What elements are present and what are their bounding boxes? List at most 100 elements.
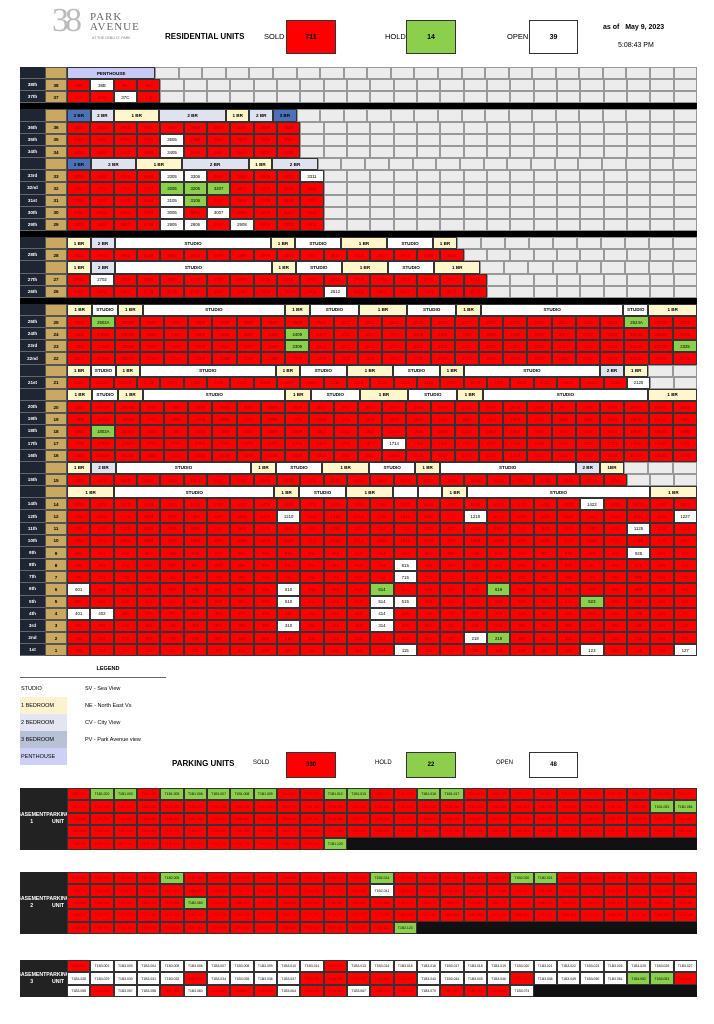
unit-cell[interactable]: 121 (533, 644, 557, 657)
unit-cell[interactable]: 808 (230, 559, 254, 572)
unit-cell[interactable]: 2607 (206, 285, 231, 298)
unit-cell[interactable]: 510 (276, 595, 301, 608)
parking-unit-cell[interactable]: T1B1.064 (276, 812, 301, 826)
unit-cell[interactable]: 38D (136, 79, 161, 92)
unit-cell[interactable]: 109 (253, 644, 277, 657)
unit-cell[interactable]: 606 (183, 583, 207, 596)
unit-cell[interactable]: 1204 (136, 510, 161, 523)
parking-unit-cell[interactable]: T1B1.048 (533, 800, 557, 813)
unit-cell[interactable]: 117 (440, 644, 464, 657)
unit-cell[interactable]: 319 (486, 619, 511, 633)
parking-unit-cell[interactable]: T1B2.034 (206, 884, 231, 897)
unit-cell[interactable]: 1808 (260, 425, 286, 438)
unit-cell[interactable]: 813 (346, 559, 371, 572)
parking-unit-cell[interactable]: T1B3.067 (346, 984, 371, 998)
parking-unit-cell[interactable]: T1B2.009 (253, 872, 277, 885)
unit-cell[interactable]: 1601 (67, 449, 92, 462)
unit-cell[interactable]: 912 (323, 546, 347, 560)
unit-cell[interactable]: 1924A (624, 413, 649, 426)
parking-unit-cell[interactable]: T1B2.100 (486, 909, 511, 922)
unit-cell[interactable]: 2202B (115, 352, 140, 365)
unit-cell[interactable]: 1821 (551, 425, 576, 438)
unit-cell[interactable]: 3306 (183, 170, 207, 183)
unit-cell[interactable]: 2503 (139, 315, 164, 329)
parking-unit-cell[interactable]: T1B2.056 (90, 896, 114, 910)
unit-cell[interactable]: 804 (136, 559, 161, 572)
unit-cell[interactable]: 3006 (183, 206, 207, 219)
unit-cell[interactable]: 1102 (90, 522, 114, 535)
parking-unit-cell[interactable]: T1B2.029 (90, 884, 114, 897)
unit-cell[interactable]: 2408 (260, 328, 286, 341)
parking-unit-cell[interactable]: T1B1.040 (346, 800, 371, 813)
unit-cell[interactable]: 3509 (253, 133, 277, 146)
parking-unit-cell[interactable]: T1B3.003 (113, 960, 137, 973)
unit-cell[interactable]: 721 (533, 571, 557, 584)
parking-unit-cell[interactable]: T1B3.050 (580, 972, 604, 985)
unit-cell[interactable]: 3010 (276, 206, 301, 219)
parking-unit-cell[interactable]: T1B1.025 (626, 788, 651, 801)
parking-unit-cell[interactable]: T1B1.070 (416, 812, 441, 826)
parking-unit-cell[interactable]: T1B1.096 (393, 825, 417, 838)
unit-cell[interactable]: 119 (486, 644, 511, 657)
unit-cell[interactable]: 1909 (285, 413, 310, 426)
parking-unit-cell[interactable]: T1B2.066 (323, 896, 347, 910)
unit-cell[interactable]: 217 (440, 632, 464, 645)
unit-cell[interactable]: 2116 (416, 376, 441, 389)
unit-cell[interactable]: 1703 (139, 437, 164, 450)
parking-unit-cell[interactable]: T1B1.023 (580, 788, 604, 801)
unit-cell[interactable]: 2508 (260, 315, 286, 329)
unit-cell[interactable]: 1413 (346, 498, 371, 511)
parking-unit-cell[interactable]: T1B2.005 (160, 872, 184, 885)
unit-cell[interactable]: 1516 (393, 474, 417, 487)
parking-unit-cell[interactable]: T1B2.123 (393, 921, 417, 934)
parking-unit-cell[interactable]: T1B2.027 (673, 872, 697, 885)
parking-unit-cell[interactable]: T1B2.089 (230, 909, 254, 922)
parking-unit-cell[interactable]: T1B1.039 (323, 800, 347, 813)
unit-cell[interactable]: 503 (113, 595, 137, 608)
unit-cell[interactable]: 915 (393, 546, 417, 560)
parking-unit-cell[interactable]: T1B2.112 (136, 921, 161, 934)
unit-cell[interactable]: 2314 (382, 340, 407, 353)
parking-unit-cell[interactable]: T1B3.036 (253, 972, 277, 985)
unit-cell[interactable]: 2518 (478, 315, 504, 329)
unit-cell[interactable]: 619 (486, 583, 511, 596)
parking-unit-cell[interactable]: T1B2.093 (323, 909, 347, 922)
unit-cell[interactable]: 512 (323, 595, 347, 608)
unit-cell[interactable]: 1103 (113, 522, 137, 535)
unit-cell[interactable]: 1226 (650, 510, 674, 523)
parking-unit-cell[interactable]: T1B2.035 (230, 884, 254, 897)
parking-unit-cell[interactable]: T1B1.053 (650, 800, 674, 813)
unit-cell[interactable]: 2502A (91, 315, 116, 329)
unit-cell[interactable]: 115 (393, 644, 417, 657)
parking-unit-cell[interactable]: T1B1.111 (113, 837, 137, 850)
unit-cell[interactable]: 1917 (454, 413, 479, 426)
unit-cell[interactable]: 1021 (533, 534, 557, 547)
unit-cell[interactable]: 2402B (115, 328, 140, 341)
unit-cell[interactable]: 1602A (91, 449, 116, 462)
unit-cell[interactable]: 614 (370, 583, 394, 596)
unit-cell[interactable]: 227 (673, 632, 697, 645)
parking-unit-cell[interactable]: T1B1.065 (300, 812, 324, 826)
unit-cell[interactable]: 3604 (136, 121, 161, 134)
unit-cell[interactable]: 1824B (648, 425, 673, 438)
unit-cell[interactable]: 1709 (285, 437, 310, 450)
unit-cell[interactable]: 2504 (163, 315, 189, 329)
unit-cell[interactable]: 204 (136, 632, 161, 645)
unit-cell[interactable]: 2119 (486, 376, 511, 389)
unit-cell[interactable]: 3605 (160, 121, 184, 134)
parking-unit-cell[interactable]: T1B3.016 (416, 960, 441, 973)
unit-cell[interactable]: 2102A (90, 376, 114, 389)
unit-cell[interactable]: 1608 (260, 449, 286, 462)
unit-cell[interactable]: 110 (276, 644, 301, 657)
unit-cell[interactable]: 1114 (370, 522, 394, 535)
unit-cell[interactable]: 1009 (253, 534, 277, 547)
parking-unit-cell[interactable]: T1B2.107 (650, 909, 674, 922)
unit-cell[interactable]: 310 (276, 619, 301, 633)
unit-cell[interactable]: 520 (510, 595, 534, 608)
unit-cell[interactable]: 3504 (136, 133, 161, 146)
parking-unit-cell[interactable]: T1B2.050 (580, 884, 604, 897)
unit-cell[interactable]: 927 (673, 546, 697, 560)
unit-cell[interactable]: 2318 (478, 340, 504, 353)
parking-unit-cell[interactable]: T1B3.059 (160, 984, 184, 998)
parking-unit-cell[interactable]: T1B3.030 (113, 972, 137, 985)
